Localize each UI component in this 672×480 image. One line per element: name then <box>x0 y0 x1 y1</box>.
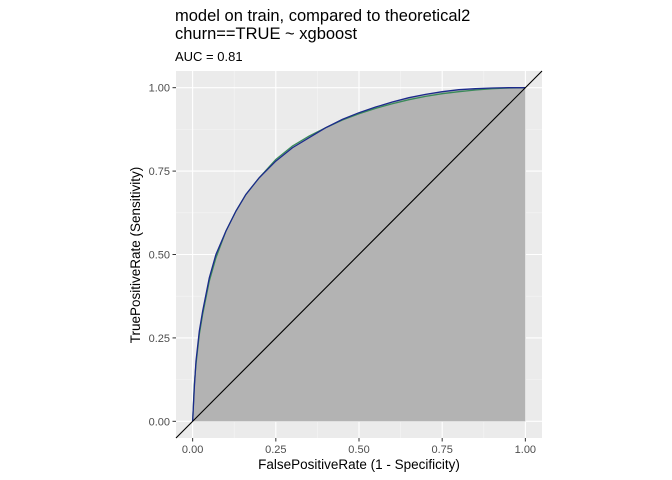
roc-curve-model <box>191 87 526 422</box>
y-tick-label: 0.75 <box>149 166 170 178</box>
x-tick-label: 0.25 <box>265 444 286 456</box>
y-axis-title: TruePositiveRate (Sensitivity) <box>128 167 143 344</box>
chart-title-line-1: model on train, compared to theoretical2 <box>175 7 470 25</box>
y-tick-label: 0.25 <box>149 333 170 345</box>
x-tick-label: 0.50 <box>348 444 369 456</box>
x-axis-ticks: 0.00 0.25 0.50 0.75 1.00 <box>182 438 536 456</box>
chart-title-line-2: churn==TRUE ~ xgboost <box>175 25 357 43</box>
y-tick-label: 0.00 <box>149 416 170 428</box>
y-tick-label: 1.00 <box>149 83 170 95</box>
x-axis-title: FalsePositiveRate (1 - Specificity) <box>258 457 460 472</box>
x-tick-label: 0.00 <box>182 444 203 456</box>
roc-series-lines <box>191 87 526 422</box>
x-tick-label: 1.00 <box>515 444 536 456</box>
x-tick-label: 0.75 <box>431 444 452 456</box>
roc-curve-theoretical <box>191 87 526 422</box>
chart-subtitle: AUC = 0.81 <box>175 49 243 64</box>
y-axis-ticks: 0.00 0.25 0.50 0.75 1.00 <box>149 83 176 428</box>
y-tick-label: 0.50 <box>149 250 170 262</box>
chance-diagonal-line <box>175 70 543 439</box>
